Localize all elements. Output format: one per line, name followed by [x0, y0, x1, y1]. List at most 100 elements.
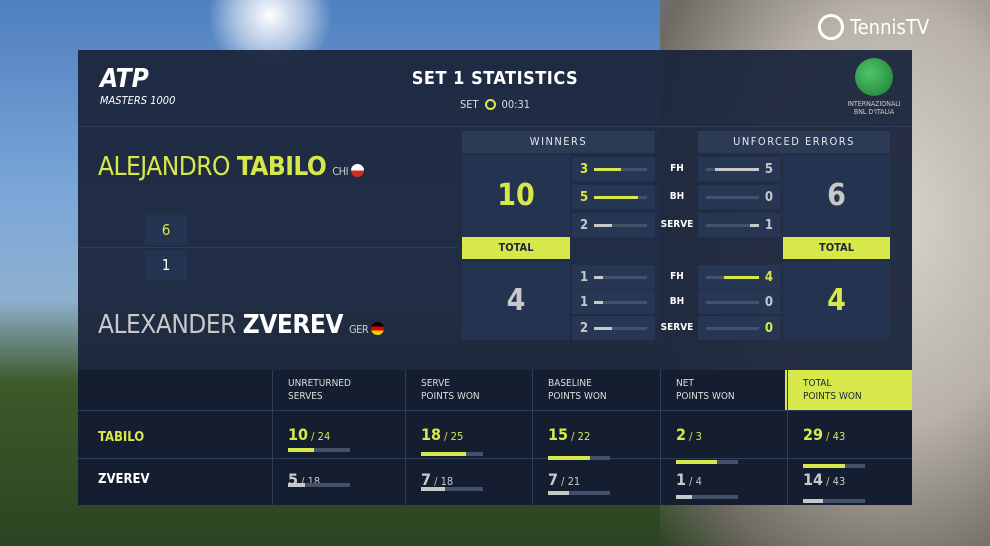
shot-label: FH — [670, 163, 684, 174]
tennistv-text: TennisTV — [850, 15, 930, 39]
stat-value: 10 / 24 — [288, 425, 331, 444]
stat-value: 7 / 18 — [421, 470, 454, 489]
row-name-tabilo: TABILO — [98, 430, 145, 445]
stat-bar — [676, 460, 738, 464]
stat-won: 5 — [288, 470, 299, 489]
winners-bar — [594, 195, 647, 199]
player1-name: ALEJANDRO TABILO CHI — [98, 152, 365, 182]
shot-label: BH — [669, 296, 685, 307]
stat-bar — [548, 491, 610, 495]
winners-value: 3 — [580, 161, 589, 177]
winners-row: 1 — [572, 265, 655, 289]
header-line: UNRETURNED — [288, 378, 351, 389]
winners-row: 5 — [572, 185, 655, 209]
ue-value: 1 — [764, 217, 773, 233]
ue-row: 0 — [698, 316, 781, 340]
stat-value: 29 / 43 — [803, 425, 846, 444]
stat-won: 1 — [676, 470, 687, 489]
stat-won: 15 — [548, 425, 569, 444]
stat-bar — [803, 499, 865, 503]
winners-header: WINNERS — [462, 131, 655, 153]
ue-bar — [706, 223, 759, 227]
ue-row: 0 — [698, 185, 781, 209]
winners-total-label: TOTAL — [462, 237, 570, 259]
stat-total: 43 — [832, 475, 846, 488]
stat-value: 2 / 3 — [676, 425, 702, 444]
ue-row: 1 — [698, 213, 781, 237]
divider — [78, 458, 912, 459]
stat-value: 14 / 43 — [803, 470, 846, 489]
ue-row: 5 — [698, 157, 781, 181]
stat-value: 7 / 21 — [548, 470, 581, 489]
ue-bar — [706, 300, 759, 304]
stat-won: 10 — [288, 425, 309, 444]
stat-value: 15 / 22 — [548, 425, 591, 444]
stat-bar — [676, 495, 738, 499]
header-line: SERVES — [288, 391, 323, 402]
clock-icon — [484, 99, 496, 110]
ue-value: 4 — [764, 269, 773, 285]
header-line: NET — [676, 378, 694, 389]
shot-label: SERVE — [660, 219, 694, 230]
ue-row: 4 — [698, 265, 781, 289]
chile-flag-icon — [351, 164, 365, 177]
winners-value: 2 — [580, 320, 589, 336]
stat-bar — [548, 456, 610, 460]
player1-country: CHI — [332, 165, 349, 178]
ue-total-p1: 6 — [783, 155, 890, 237]
shot-label: BH — [669, 191, 685, 202]
header-line: SERVE — [421, 378, 450, 389]
shot-label: FH — [670, 271, 684, 282]
shot-label: SERVE — [660, 322, 694, 333]
column-header: UNRETURNED SERVES — [288, 377, 351, 403]
winners-bar — [594, 223, 647, 227]
divider — [787, 370, 788, 505]
player1-last: TABILO — [236, 152, 327, 182]
ue-value: 0 — [764, 189, 773, 205]
stat-won: 29 — [803, 425, 824, 444]
set-timer: SET 00:31 — [78, 98, 912, 111]
player2-name: ALEXANDER ZVEREV GER — [98, 310, 385, 340]
atp-text: ATP — [100, 64, 149, 94]
winners-value: 1 — [580, 269, 589, 285]
ue-bar — [706, 275, 759, 279]
stat-value: 18 / 25 — [421, 425, 464, 444]
winners-total-p1: 10 — [462, 155, 570, 237]
winners-value: 1 — [580, 294, 589, 310]
winners-total-p2: 4 — [462, 262, 570, 340]
header-line: POINTS WON — [421, 391, 480, 402]
stat-bar — [288, 448, 350, 452]
atp-masters-logo: ATP MASTERS 1000 — [100, 66, 175, 112]
event-name: INTERNAZIONALI BNL D'ITALIA — [847, 100, 901, 116]
player1-first: ALEJANDRO — [98, 152, 230, 182]
ue-bar — [706, 326, 759, 330]
stat-won: 18 — [421, 425, 442, 444]
row-name-zverev: ZVEREV — [98, 472, 150, 487]
header-line: BASELINE — [548, 378, 592, 389]
header-line: POINTS WON — [676, 391, 735, 402]
stat-total: 22 — [577, 430, 591, 443]
winners-row: 1 — [572, 290, 655, 314]
column-header: TOTAL POINTS WON — [803, 377, 862, 403]
tennistv-logo: TennisTV — [818, 14, 929, 40]
column-header: NET POINTS WON — [676, 377, 735, 403]
ue-value: 5 — [764, 161, 773, 177]
ue-total-p2: 4 — [783, 262, 890, 340]
stat-total: 18 — [440, 475, 454, 488]
winners-bar — [594, 300, 647, 304]
stat-total: 21 — [567, 475, 581, 488]
winners-value: 5 — [580, 189, 589, 205]
ue-total-label: TOTAL — [783, 237, 890, 259]
divider — [660, 370, 661, 505]
winners-row: 2 — [572, 316, 655, 340]
winners-bar — [594, 167, 647, 171]
stat-value: 1 / 4 — [676, 470, 702, 489]
stat-total: 4 — [695, 475, 702, 488]
player2-last: ZVEREV — [242, 310, 344, 340]
bnp-logo-icon — [855, 58, 893, 96]
winners-row: 3 — [572, 157, 655, 181]
stats-panel: ATP MASTERS 1000 SET 1 STATISTICS SET 00:3… — [78, 50, 912, 505]
time-value: 00:31 — [501, 98, 531, 111]
divider — [78, 247, 458, 248]
player2-set-score: 1 — [145, 250, 187, 280]
